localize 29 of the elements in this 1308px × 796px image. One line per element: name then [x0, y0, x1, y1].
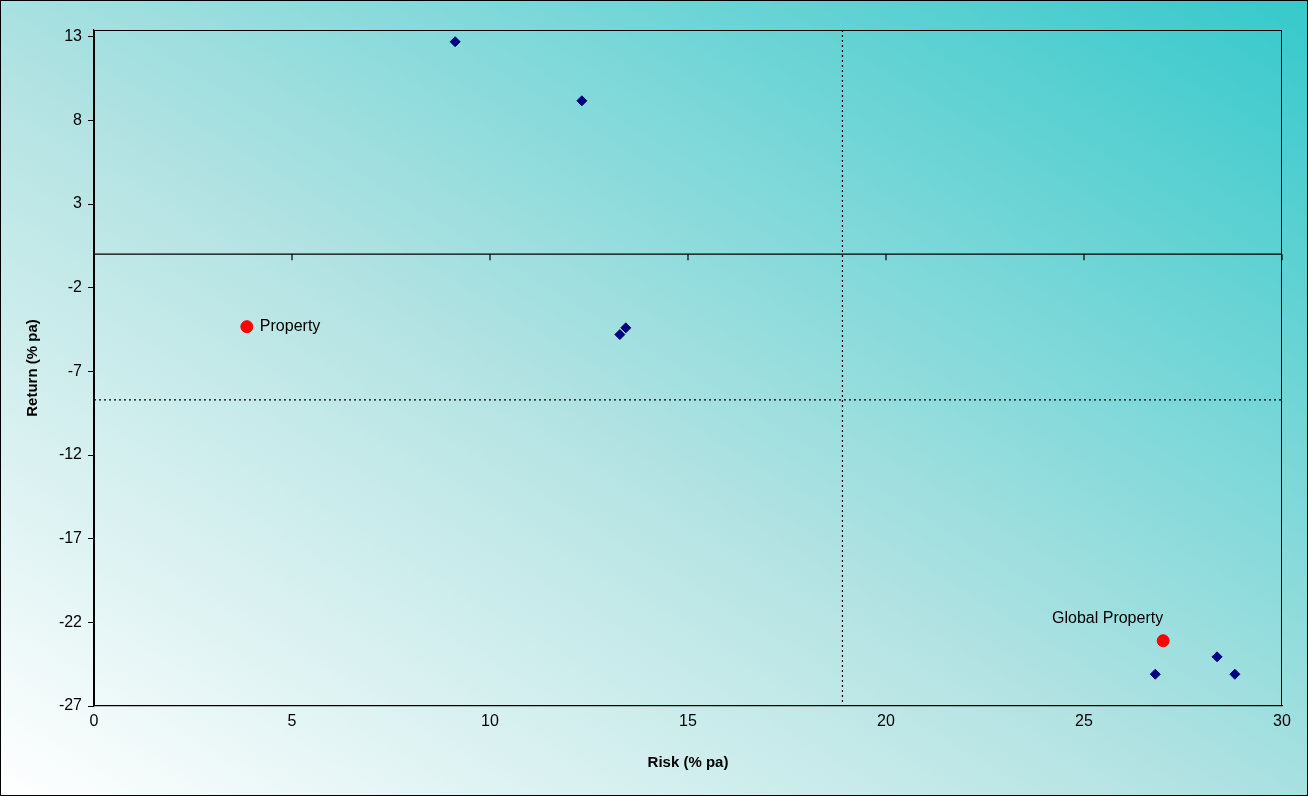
y-tick-label: -2 — [67, 278, 83, 296]
point — [1156, 634, 1170, 648]
point — [576, 95, 588, 107]
y-tick-label: -12 — [58, 445, 83, 463]
point — [1211, 651, 1223, 663]
x-tick-label: 5 — [287, 712, 297, 730]
y-tick-label: 3 — [73, 194, 83, 212]
annotation: Global Property — [1052, 609, 1164, 627]
x-tick-label: 30 — [1273, 712, 1291, 730]
x-axis-title: Risk (% pa) — [647, 753, 729, 771]
y-tick-label: -27 — [58, 696, 83, 714]
y-axis-title: Return (% pa) — [23, 319, 41, 417]
x-tick-label: 15 — [679, 712, 697, 730]
point — [240, 320, 254, 334]
x-tick-label: 0 — [89, 712, 99, 730]
annotation: Property — [259, 317, 321, 335]
point — [620, 322, 632, 334]
y-tick-label: -7 — [67, 361, 83, 379]
x-tick-label: 10 — [481, 712, 499, 730]
x-tick-label: 20 — [877, 712, 895, 730]
y-tick-label: -22 — [58, 612, 83, 630]
y-tick-label: 13 — [64, 27, 83, 45]
point — [449, 36, 461, 48]
y-tick-label: 8 — [73, 110, 83, 128]
y-tick-label: -17 — [58, 529, 83, 547]
x-tick-label: 25 — [1075, 712, 1093, 730]
point — [1149, 668, 1161, 680]
point — [1229, 668, 1241, 680]
point — [614, 329, 626, 341]
